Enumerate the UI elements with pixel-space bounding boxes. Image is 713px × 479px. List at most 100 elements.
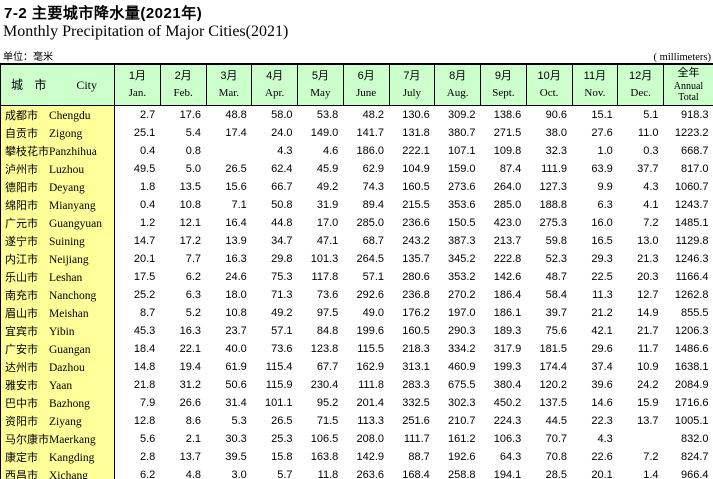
city-cell: 德阳市 Deyang (0, 178, 115, 196)
value-cell: 21.8 (133, 379, 156, 391)
value-cell: 15.9 (637, 397, 659, 409)
city-name-en: Ziyang (49, 416, 82, 428)
city-name-cn: 乐山市 (5, 272, 38, 284)
unit-label-cn: 单位：毫米 (3, 52, 53, 63)
city-cell: 广安市 Guangan (0, 340, 115, 358)
value-cell: 10.9 (637, 361, 659, 373)
city-name-en: Luzhou (49, 164, 85, 176)
value-cell: 58.4 (545, 289, 567, 301)
city-name-en: Yaan (49, 380, 73, 392)
value-cell: 4.6 (322, 145, 339, 157)
value-cell: 159.0 (447, 163, 476, 175)
city-name-en: Yibin (49, 326, 75, 338)
city-cell: 乐山市 Leshan (0, 268, 115, 286)
column-header-cn: 2月 (174, 69, 192, 82)
value-cell: 88.7 (408, 451, 430, 463)
column-header-en: Mar. (218, 86, 240, 99)
value-cell: 74.3 (362, 181, 384, 193)
value-cell: 8.7 (139, 307, 156, 319)
value-cell: 49.2 (271, 307, 293, 319)
value-cell: 918.3 (680, 109, 709, 121)
table-body: 成都市 Chengdu 2.7 17.6 48.8 58.0 53.8 48.2 130.6 30… (0, 105, 713, 479)
city-name-cn: 自贡市 (5, 128, 38, 140)
city-name-cn: 遂宁市 (5, 236, 38, 248)
table-row: 德阳市 Deyang 1.8 13.5 15.6 66.7 49.2 74.3 160.5 273… (0, 178, 713, 196)
city-cell: 南充市 Nanchong (0, 286, 115, 304)
value-cell: 44.8 (271, 217, 293, 229)
precipitation-table: 城 市 City 1月 Jan. 2月 Feb. 3月 Mar. 4月 Apr. 5月 May 6月… (0, 63, 713, 479)
value-cell: 17.5 (133, 271, 156, 283)
column-header-en: May (310, 86, 331, 99)
value-cell: 142.9 (356, 451, 384, 463)
value-cell: 68.7 (362, 235, 384, 247)
value-cell: 29.8 (271, 253, 293, 265)
value-cell: 345.2 (447, 253, 476, 265)
value-cell: 162.9 (356, 361, 384, 373)
column-header-en: Apr. (265, 86, 285, 99)
value-cell: 271.5 (493, 127, 522, 139)
city-name-cn: 泸州市 (5, 164, 38, 176)
city-cell: 自贡市 Zigong (0, 124, 115, 142)
value-cell: 87.4 (499, 163, 522, 175)
value-cell: 16.0 (591, 217, 613, 229)
value-cell: 273.6 (447, 181, 476, 193)
column-header-dec: 12月 Dec. (617, 63, 664, 106)
value-cell: 111.7 (403, 433, 430, 445)
value-cell: 5.0 (185, 163, 201, 175)
value-cell: 19.4 (179, 361, 201, 373)
table-row: 遂宁市 Suining 14.7 17.2 13.9 34.7 47.1 68.7 243.2 3… (0, 232, 713, 250)
value-cell: 27.6 (591, 127, 613, 139)
value-cell: 138.6 (493, 109, 522, 121)
value-cell: 42.1 (591, 325, 613, 337)
value-cell: 16.4 (225, 217, 247, 229)
value-cell: 22.3 (591, 415, 613, 427)
table-row: 康定市 Kangding 2.8 13.7 39.5 15.8 163.8 142.9 88.7… (0, 448, 713, 466)
value-cell: 275.3 (539, 217, 567, 229)
value-cell: 13.7 (637, 415, 659, 427)
column-header-cn: 9月 (494, 69, 512, 82)
value-cell: 115.4 (265, 361, 293, 373)
city-cell: 泸州市 Luzhou (0, 160, 115, 178)
table-row: 西昌市 Xichang 6.2 4.8 3.0 5.7 11.8 263.6 168.4 258.… (0, 466, 713, 479)
value-cell: 71.5 (316, 415, 339, 427)
value-cell: 264.0 (493, 181, 522, 193)
city-cell: 攀枝花市Panzhihua (0, 142, 115, 160)
value-cell: 28.5 (545, 469, 567, 479)
column-header-feb: 2月 Feb. (159, 63, 207, 106)
value-cell: 14.9 (637, 307, 659, 319)
value-cell: 160.5 (402, 181, 430, 193)
page-title-en: Monthly Precipitation of Major Cities(20… (3, 23, 289, 40)
value-cell: 57.1 (271, 325, 293, 337)
value-cell: 106.5 (310, 433, 339, 445)
city-cell: 眉山市 Meishan (0, 304, 115, 322)
value-cell: 222.8 (493, 253, 522, 265)
value-cell: 6.2 (185, 271, 201, 283)
value-cell: 1.4 (643, 469, 659, 479)
city-name-en: Bazhong (49, 398, 90, 410)
value-cell: 26.6 (179, 397, 201, 409)
value-cell: 5.6 (139, 433, 156, 445)
value-cell: 62.4 (271, 163, 293, 175)
column-header-en: Dec. (630, 86, 651, 99)
value-cell: 12.8 (133, 415, 156, 427)
city-name-en: Mianyang (49, 200, 96, 212)
value-cell: 5.7 (277, 469, 293, 479)
city-name-en: Maerkang (49, 434, 96, 446)
value-cell: 25.1 (133, 127, 156, 139)
city-name-en: Kangding (49, 452, 95, 464)
value-cell: 7.1 (231, 199, 247, 211)
value-cell: 380.7 (447, 127, 476, 139)
city-name-cn: 广安市 (5, 344, 38, 356)
value-cell: 73.6 (271, 343, 293, 355)
value-cell: 1246.3 (674, 253, 709, 265)
value-cell: 1262.8 (674, 289, 709, 301)
column-header-nov: 11月 Nov. (571, 63, 619, 106)
value-cell: 188.8 (539, 199, 567, 211)
value-cell: 210.7 (447, 415, 476, 427)
value-cell: 6.3 (185, 289, 201, 301)
city-cell: 达州市 Dazhou (0, 358, 115, 376)
value-cell: 1223.2 (674, 127, 709, 139)
value-cell: 25.3 (271, 433, 293, 445)
value-cell: 13.0 (637, 235, 659, 247)
column-header-july: 7月 July (388, 63, 436, 106)
